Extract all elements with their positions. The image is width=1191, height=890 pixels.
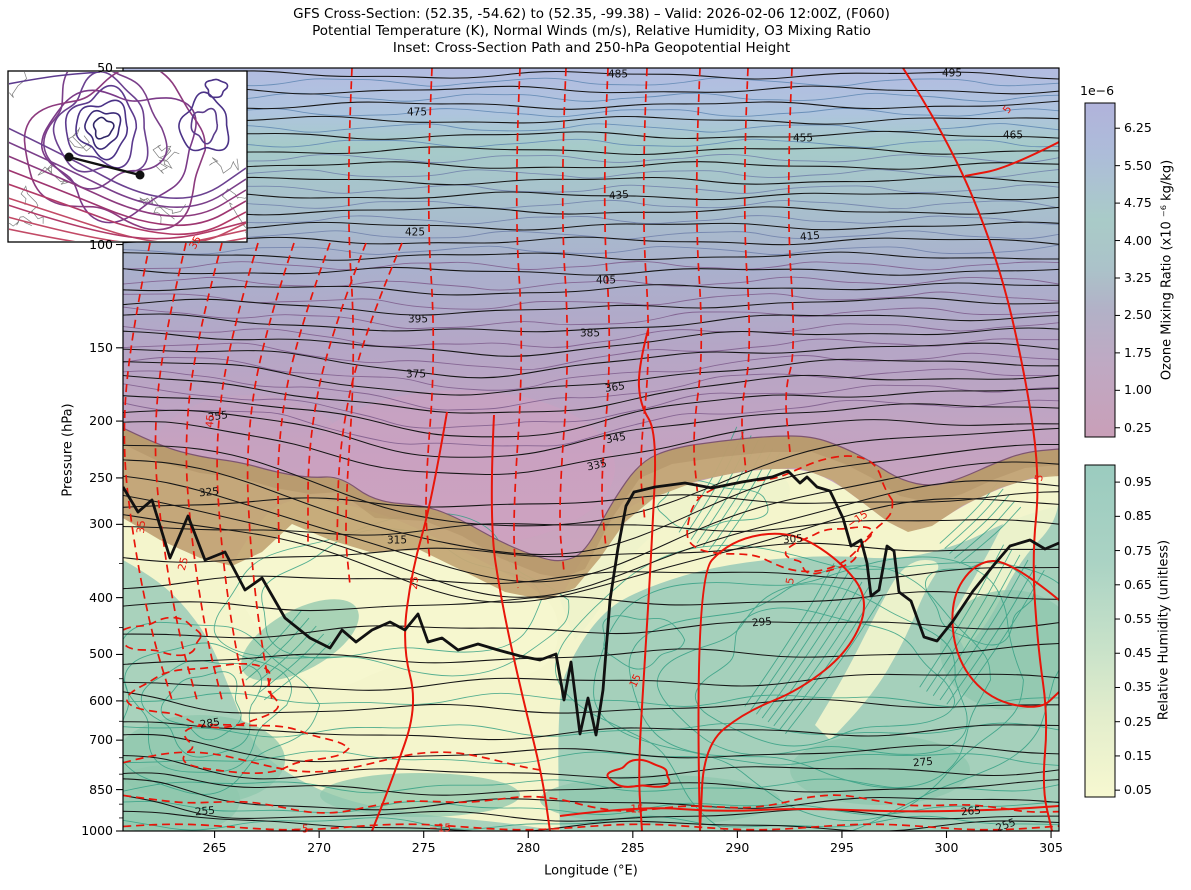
inset-map (7, 70, 248, 243)
theta-contours (123, 70, 1059, 831)
figure-title-line1: GFS Cross-Section: (52.35, -54.62) to (5… (293, 6, 890, 22)
wind-contours-dashed (123, 68, 1059, 831)
plot-area (123, 68, 1059, 831)
path-endpoint-west (64, 152, 74, 162)
colorbars (1084, 102, 1120, 798)
ozone-colorbar (1084, 102, 1116, 438)
wind-contours-solid (371, 68, 1059, 831)
rh-colorbar (1084, 464, 1116, 798)
plot-frame (122, 67, 1060, 832)
tropopause-line (123, 469, 1059, 737)
axis-ticks (116, 67, 1052, 838)
path-endpoint-east (135, 170, 145, 180)
ozone-contours (123, 77, 1059, 447)
figure-title-line2: Potential Temperature (K), Normal Winds … (312, 23, 871, 39)
figure-title-line3: Inset: Cross-Section Path and 250-hPa Ge… (392, 40, 791, 56)
